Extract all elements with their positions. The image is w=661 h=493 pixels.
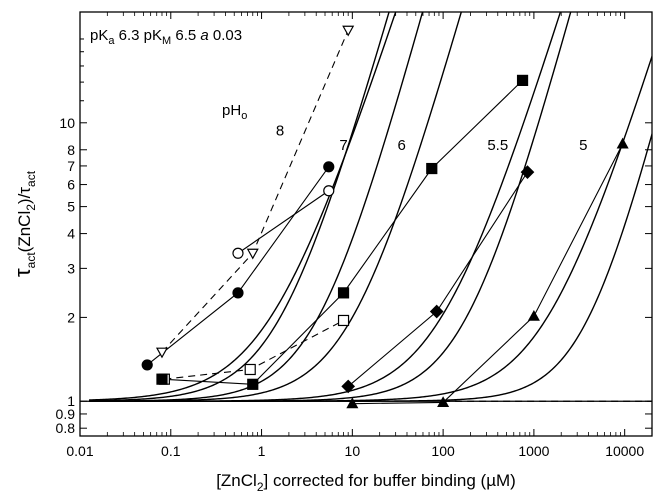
plot-frame [79, 11, 653, 437]
y-tick-label: 3 [67, 260, 75, 276]
ph-curve-label: 5 [579, 137, 587, 154]
data-point [616, 137, 629, 149]
data-point [244, 363, 256, 376]
data-point [156, 373, 168, 385]
y-tick-label: 5 [67, 199, 75, 215]
series-line [352, 143, 624, 405]
data-point [426, 162, 438, 175]
data-point [323, 161, 335, 173]
data-point [337, 314, 350, 327]
data-point [337, 287, 350, 299]
x-tick-label: 10000 [605, 443, 644, 459]
theory-curve [89, 131, 652, 402]
data-point [527, 309, 540, 321]
theory-curve [89, 12, 424, 402]
y-tick-label: 0.9 [56, 406, 76, 422]
y-tick-label: 10 [59, 115, 75, 131]
y-axis-label: τact(ZnCl2)/τact [10, 170, 38, 277]
y-tick-label: 1 [67, 393, 75, 409]
series-line [347, 171, 528, 387]
y-tick-label: 2 [67, 309, 75, 325]
data-point [437, 396, 450, 408]
data-point [516, 74, 529, 86]
data-point [342, 25, 355, 37]
x-tick-label: 0.01 [66, 443, 93, 459]
x-tick-label: 0.1 [161, 443, 181, 459]
data-point [346, 397, 359, 409]
data-point [247, 378, 259, 390]
x-tick-label: 1 [258, 443, 266, 459]
data-point [232, 287, 244, 299]
x-tick-label: 100 [431, 443, 455, 459]
data-point [323, 185, 335, 197]
ph-curve-label: 6 [398, 137, 406, 154]
y-tick-label: 6 [67, 177, 75, 193]
y-tick-label: 4 [67, 226, 75, 242]
theory-curve [89, 12, 463, 402]
series-line [237, 190, 330, 254]
data-point [141, 359, 153, 371]
data-series [141, 25, 629, 409]
y-tick-label: 8 [67, 142, 75, 158]
pho-label: pHo [222, 102, 247, 122]
theory-curves [89, 12, 652, 402]
series-line [161, 79, 523, 385]
data-point [429, 304, 444, 319]
ph-curve-label: 5.5 [487, 137, 508, 154]
data-point [520, 165, 535, 179]
ph-curve-label: 7 [339, 137, 347, 154]
series-line [161, 30, 349, 353]
parameter-annotation: pKa 6.3 pKM 6.5 a 0.03 [90, 27, 242, 47]
y-tick-label: 7 [67, 158, 75, 174]
x-axis-ticks: 0.01 0.1 1 10 100 1000 10000 [66, 12, 653, 459]
theory-curve [89, 54, 652, 402]
theory-curve [89, 12, 562, 402]
data-point [341, 379, 356, 394]
data-point [155, 347, 169, 359]
data-point [246, 248, 259, 260]
curve-labels: 8 7 6 5.5 5 [276, 123, 588, 154]
ph-curve-label: 8 [276, 123, 284, 140]
x-tick-label: 10 [345, 443, 361, 459]
theory-curve [89, 12, 397, 401]
x-axis-label: [ZnCl2] corrected for buffer binding (µM… [216, 471, 516, 493]
x-tick-label: 1000 [518, 443, 549, 459]
theory-curve [89, 12, 390, 402]
data-point [232, 247, 244, 259]
y-tick-label: 0.8 [56, 420, 76, 436]
